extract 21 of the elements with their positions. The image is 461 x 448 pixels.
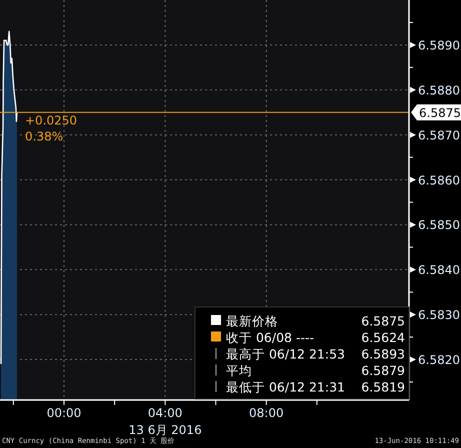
annotation: 0.38% [25, 129, 64, 144]
text: 最低于 06/12 21:31 6.5819 [226, 380, 405, 394]
y-tick-label: 6.5860 [418, 173, 460, 188]
y-tick-label: 6.5890 [418, 38, 460, 52]
y-tick-label: 6.5840 [418, 263, 460, 278]
x-tick-label: 00:00 [46, 406, 82, 420]
legend-label: 最新价格 [226, 314, 278, 328]
annotation: +0.0250 [25, 113, 78, 128]
y-tick-label: 6.5880 [418, 83, 460, 98]
y-tick-label: 6.5850 [418, 218, 460, 232]
x-tick-label: 04:00 [148, 406, 182, 420]
x-tick-label: 08:00 [249, 406, 284, 420]
y-tick-label: 6.5870 [418, 128, 460, 142]
text: 最高于 06/12 21:53 6.5893 [226, 346, 405, 362]
ref-line-label: 6.5875 [419, 106, 461, 120]
text: 收于 06/08 ---- 6.5624 [226, 330, 405, 345]
text: 平均 6.5879 [226, 363, 405, 378]
y-tick-label: 6.5820 [418, 353, 460, 368]
annotation: 6.5875 [361, 314, 405, 328]
y-tick-label: 6.5830 [418, 308, 460, 322]
x-axis-title: 13 6月 2016 [128, 423, 202, 437]
